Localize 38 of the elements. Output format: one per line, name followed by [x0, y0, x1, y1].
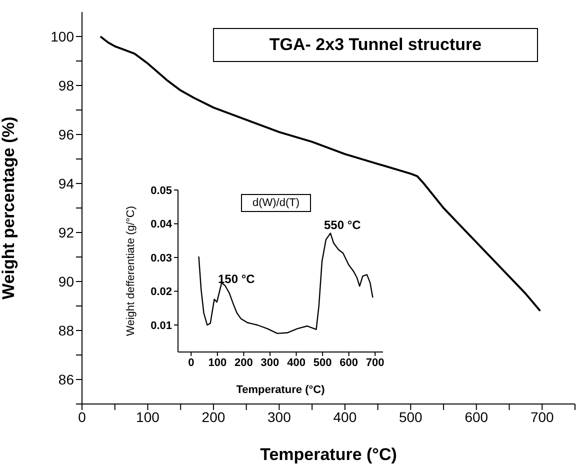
- y-axis-title: Weight percentage (%): [0, 116, 18, 300]
- x-tick-label: 300: [268, 408, 292, 425]
- y-axis-title: Weight defferentiate (g/°C): [124, 206, 137, 336]
- y-tick-label: 88: [58, 322, 74, 338]
- y-tick-label: 90: [58, 273, 74, 290]
- x-tick-label: 500: [313, 356, 332, 369]
- x-axis-title: Temperature (°C): [260, 445, 397, 464]
- annotation: 550 °C: [324, 218, 361, 232]
- x-tick-label: 100: [136, 408, 160, 425]
- x-tick-label: 500: [398, 408, 423, 425]
- y-tick-label: 0.02: [150, 286, 172, 298]
- y-tick-label: 86: [58, 371, 74, 388]
- y-tick-label: 0.04: [150, 218, 173, 231]
- line-series: [198, 232, 374, 334]
- x-tick-label: 200: [234, 356, 253, 369]
- y-tick-label: 0.01: [150, 320, 172, 332]
- x-tick-label: 700: [366, 356, 384, 369]
- x-tick-label: 200: [202, 408, 226, 425]
- x-tick-label: 600: [464, 408, 488, 425]
- y-tick-label: 92: [58, 224, 74, 240]
- x-tick-label: 400: [287, 356, 306, 369]
- text: d(W)/d(T): [241, 194, 311, 212]
- y-tick-label: 96: [58, 126, 74, 142]
- x-tick-label: 300: [260, 356, 280, 369]
- y-tick-label: 94: [58, 175, 74, 192]
- x-tick-label: 400: [333, 408, 357, 425]
- y-tick-label: 100: [50, 28, 74, 44]
- text: TGA- 2x3 Tunnel structure: [213, 28, 538, 62]
- annotation: 150 °C: [218, 272, 255, 286]
- x-tick-label: 700: [530, 408, 554, 425]
- x-tick-label: 100: [208, 356, 227, 369]
- y-tick-label: 0.05: [150, 184, 172, 197]
- x-axis-title: Temperature (°C): [236, 384, 326, 396]
- y-tick-label: 0.03: [150, 252, 172, 264]
- y-tick-label: 98: [58, 77, 74, 94]
- x-tick-label: 0: [78, 408, 86, 425]
- x-tick-label: 0: [188, 356, 194, 369]
- x-tick-label: 600: [340, 356, 358, 369]
